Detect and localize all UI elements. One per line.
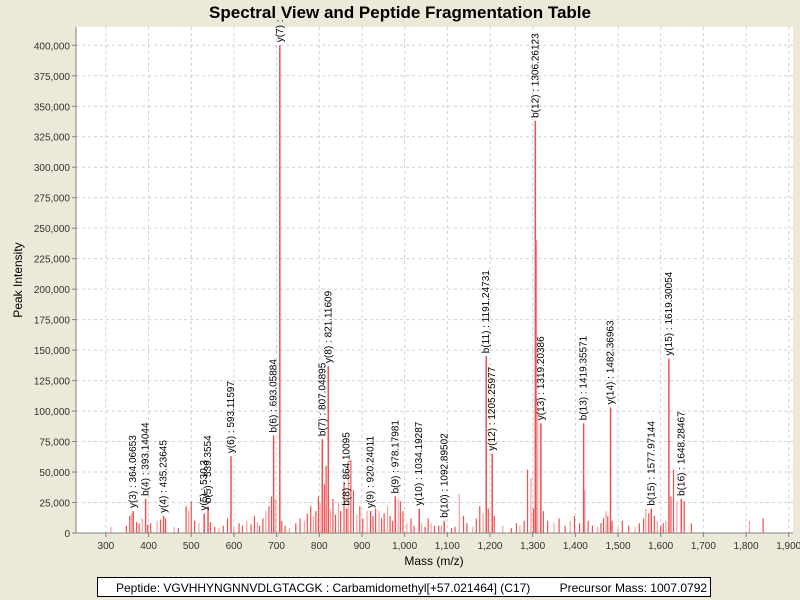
peak-annotation-label: b(9) : 978.17981 [390,420,401,494]
x-tick-label: 1,100 [435,541,460,552]
y-axis-ticks: 0 25,000 50,000 75,000 100,000 125,000 150,000… [34,41,76,540]
peak-annotation-label: b(5) : 539.3554 [203,435,214,503]
y-tick-label: 50,000 [39,468,70,479]
peak-annotation-label: y(10) : 1034.19287 [414,421,425,505]
peak-annotation-label: b(10) : 1092.89502 [439,433,450,518]
y-tick-label: 25,000 [39,499,70,510]
x-tick-label: 800 [311,541,328,552]
peak-annotation-label: y(8) : 821.11609 [323,290,334,363]
peak-annotation-label: b(13) : 1419.35571 [579,335,590,420]
peak-annotation-label: b(8) : 864.10095 [342,432,353,506]
peak-annotation-label: y(14) : 1482.36963 [605,320,616,404]
peak-annotation-label: y(6) : 593.11597 [226,381,237,454]
x-tick-label: 900 [354,541,371,552]
x-tick-label: 1,200 [477,541,502,552]
peak-annotations: y(3) : 364.06653 b(4) : 393.14044 y(4) : 4… [128,20,687,518]
peak-annotation-label: y(13) : 1319.20386 [536,336,547,420]
peak-annotation-label: b(12) : 1306.26123 [530,33,541,118]
peak-annotation-label: b(4) : 393.14044 [141,422,152,496]
peak-annotation-label: b(15) : 1577.97144 [646,421,657,506]
x-tick-label: 400 [140,541,157,552]
x-tick-label: 1,900 [776,541,800,552]
peak-annotation-label: b(11) : 1191.24731 [481,270,492,353]
plot-area [76,27,793,533]
x-tick-label: 1,800 [734,541,759,552]
y-tick-label: 125,000 [34,377,71,388]
x-axis-ticks: 300 400 500 600 700 800 900 1,000 1,100 1,200 1,30… [98,533,800,552]
y-tick-label: 375,000 [34,72,71,83]
y-tick-label: 75,000 [39,438,70,449]
peak-annotation-label: y(12) : 1205.25977 [487,366,498,450]
x-tick-label: 1,300 [520,541,545,552]
x-tick-label: 700 [268,541,285,552]
y-axis-label: Peak Intensity [11,242,25,317]
grid-lines [76,27,793,533]
spectrum-chart: y(3) : 364.06653 b(4) : 393.14044 y(4) : 4… [11,20,800,568]
x-tick-label: 500 [183,541,200,552]
x-tick-label: 600 [226,541,243,552]
y-tick-label: 250,000 [34,224,71,235]
peak-annotation-label: b(7) : 807.04895 [317,362,328,436]
x-tick-label: 1,000 [392,541,417,552]
y-tick-label: 100,000 [34,407,71,418]
peak-annotation-label: y(3) : 364.06653 [128,435,139,508]
peak-annotation-label: y(15) : 1619.30054 [664,271,675,355]
x-tick-label: 1,700 [691,541,716,552]
peak-bars [110,45,764,533]
chart-title: Spectral View and Peptide Fragmentation … [209,3,591,22]
peak-annotation-label: y(7) : [275,20,286,43]
y-tick-label: 0 [64,529,70,540]
y-tick-label: 275,000 [34,194,71,205]
y-tick-label: 225,000 [34,255,71,266]
x-axis-label: Mass (m/z) [404,554,463,568]
peak-annotation-label: y(9) : 920.24011 [366,436,377,509]
y-tick-label: 325,000 [34,133,71,144]
y-tick-label: 200,000 [34,285,71,296]
y-tick-label: 300,000 [34,163,71,174]
y-tick-label: 400,000 [34,41,71,52]
peptide-info-box: Peptide: VGVHHYNGNNVDLGTACGK : Carbamido… [97,577,711,597]
x-tick-label: 1,600 [648,541,673,552]
y-tick-label: 150,000 [34,346,71,357]
x-tick-label: 1,400 [563,541,588,552]
x-tick-label: 300 [98,541,115,552]
peak-annotation-label: y(5) : 530.3 [199,459,210,510]
y-tick-label: 350,000 [34,102,71,113]
y-tick-label: 175,000 [34,316,71,327]
peak-annotation-label: y(4) : 435.23645 [159,440,170,513]
peak-annotation-label: b(6) : 693.05884 [269,359,280,433]
precursor-mass-text: Precursor Mass: 1007.0792 [559,581,708,595]
peptide-text: Peptide: VGVHHYNGNNVDLGTACGK : Carbamido… [116,581,531,595]
x-tick-label: 1,500 [606,541,631,552]
peak-annotation-label: b(16) : 1648.28467 [676,411,687,496]
